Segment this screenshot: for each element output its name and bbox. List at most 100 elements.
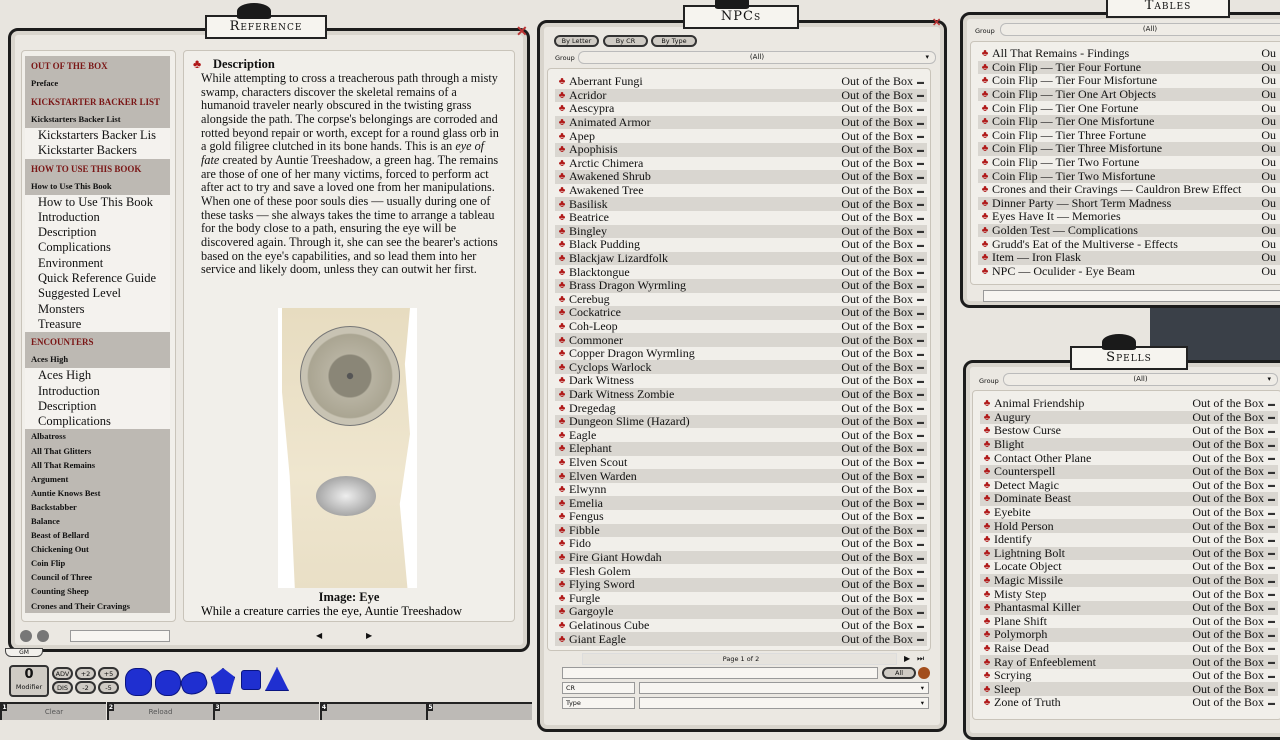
- list-item[interactable]: ♣ Coh-Leop Out of the Box ▬: [555, 319, 927, 334]
- dragon-link-icon[interactable]: ♣: [981, 116, 989, 128]
- dragon-link-icon[interactable]: ♣: [558, 212, 566, 224]
- tab-by-type[interactable]: By Type: [651, 35, 697, 47]
- dragon-link-icon[interactable]: ♣: [558, 402, 566, 414]
- sidebar-item[interactable]: Counting Sheep: [25, 584, 170, 599]
- dragon-link-icon[interactable]: ♣: [983, 629, 991, 641]
- dragon-link-icon[interactable]: ♣: [558, 511, 566, 523]
- book-icon[interactable]: ▬: [1268, 630, 1275, 639]
- dragon-link-icon[interactable]: ♣: [981, 252, 989, 264]
- dragon-link-icon[interactable]: ♣: [983, 670, 991, 682]
- dragon-link-icon[interactable]: ♣: [983, 507, 991, 519]
- book-icon[interactable]: ▬: [1268, 603, 1275, 612]
- list-item[interactable]: ♣ Identify Out of the Box ▬: [980, 532, 1278, 547]
- sidebar-item[interactable]: Kickstarter Backers: [25, 143, 170, 159]
- reference-search-input[interactable]: [70, 630, 170, 642]
- book-icon[interactable]: ▬: [917, 295, 924, 304]
- list-item[interactable]: ♣ Fido Out of the Box ▬: [555, 536, 927, 551]
- dragon-link-icon[interactable]: ♣: [983, 697, 991, 709]
- sidebar-item[interactable]: Quick Reference Guide: [25, 271, 170, 287]
- d8-die[interactable]: [211, 668, 235, 694]
- list-item[interactable]: ♣ Phantasmal Killer Out of the Box ▬: [980, 600, 1278, 615]
- list-item[interactable]: ♣ Awakened Tree Out of the Box ▬: [555, 183, 927, 198]
- dragon-link-icon[interactable]: ♣: [558, 117, 566, 129]
- dragon-link-icon[interactable]: ♣: [981, 211, 989, 223]
- book-icon[interactable]: ▬: [917, 349, 924, 358]
- dragon-link-icon[interactable]: ♣: [558, 361, 566, 373]
- list-item[interactable]: ♣ Emelia Out of the Box ▬: [555, 496, 927, 510]
- list-item[interactable]: ♣ Coin Flip — Tier One Art Objects Ou: [978, 87, 1280, 102]
- modifier-button[interactable]: -2: [75, 681, 96, 694]
- dragon-link-icon[interactable]: ♣: [558, 375, 566, 387]
- book-icon[interactable]: ▬: [917, 91, 924, 100]
- dragon-link-icon[interactable]: ♣: [558, 130, 566, 142]
- book-icon[interactable]: ▬: [1268, 658, 1275, 667]
- group-dropdown[interactable]: (All) ▾: [578, 51, 936, 64]
- sidebar-item[interactable]: Introduction: [25, 209, 170, 226]
- list-item[interactable]: ♣ Sleep Out of the Box ▬: [980, 682, 1278, 697]
- modifier-button[interactable]: DIS: [52, 681, 73, 694]
- list-item[interactable]: ♣ Elven Scout Out of the Box ▬: [555, 455, 927, 470]
- dragon-link-icon[interactable]: ♣: [558, 198, 566, 210]
- list-item[interactable]: ♣ Hold Person Out of the Box ▬: [980, 519, 1278, 533]
- spells-title[interactable]: Spells: [1070, 334, 1188, 370]
- book-icon[interactable]: ▬: [917, 132, 924, 141]
- list-item[interactable]: ♣ Blackjaw Lizardfolk Out of the Box ▬: [555, 251, 927, 266]
- dragon-link-icon[interactable]: ♣: [981, 48, 989, 60]
- dragon-link-icon[interactable]: ♣: [981, 143, 989, 155]
- dragon-link-icon[interactable]: ♣: [558, 225, 566, 237]
- book-icon[interactable]: ▬: [917, 526, 924, 535]
- book-icon[interactable]: ▬: [917, 580, 924, 589]
- gear-icon[interactable]: [20, 630, 32, 642]
- list-item[interactable]: ♣ Beatrice Out of the Box ▬: [555, 210, 927, 225]
- dragon-link-icon[interactable]: ♣: [983, 561, 991, 573]
- book-icon[interactable]: ▬: [1268, 671, 1275, 680]
- list-item[interactable]: ♣ Eagle Out of the Box ▬: [555, 428, 927, 442]
- dragon-link-icon[interactable]: ♣: [983, 588, 991, 600]
- dragon-link-icon[interactable]: ♣: [983, 479, 991, 491]
- book-icon[interactable]: ▬: [917, 594, 924, 603]
- book-icon[interactable]: ▬: [917, 539, 924, 548]
- dragon-link-icon[interactable]: ♣: [558, 307, 566, 319]
- group-dropdown[interactable]: (All): [1000, 23, 1280, 36]
- dragon-link-icon[interactable]: ♣: [558, 293, 566, 305]
- dragon-link-icon[interactable]: ♣: [981, 225, 989, 237]
- dragon-link-icon[interactable]: ♣: [983, 615, 991, 627]
- list-item[interactable]: ♣ Grudd's Eat of the Multiverse - Effects…: [978, 237, 1280, 251]
- list-item[interactable]: ♣ Counterspell Out of the Box ▬: [980, 464, 1278, 479]
- list-item[interactable]: ♣ NPC — Oculider - Eye Beam Ou: [978, 264, 1280, 279]
- book-icon[interactable]: ▬: [917, 363, 924, 372]
- sidebar-item[interactable]: Suggested Level: [25, 286, 170, 302]
- book-icon[interactable]: ▬: [1268, 535, 1275, 544]
- sidebar-item[interactable]: Backstabber: [25, 499, 170, 515]
- d10-die[interactable]: [178, 668, 210, 698]
- dragon-link-icon[interactable]: ♣: [983, 656, 991, 668]
- dragon-link-icon[interactable]: ♣: [558, 620, 566, 632]
- dragon-link-icon[interactable]: ♣: [558, 239, 566, 251]
- sidebar-item[interactable]: Kickstarters Backer List: [25, 110, 170, 128]
- list-item[interactable]: ♣ Elwynn Out of the Box ▬: [555, 482, 927, 497]
- list-item[interactable]: ♣ Zone of Truth Out of the Box ▬: [980, 695, 1278, 710]
- close-icon[interactable]: ✕: [932, 16, 942, 29]
- dragon-link-icon[interactable]: ♣: [983, 398, 991, 410]
- book-icon[interactable]: ▬: [917, 336, 924, 345]
- list-item[interactable]: ♣ Fengus Out of the Box ▬: [555, 509, 927, 524]
- dragon-link-icon[interactable]: ♣: [558, 185, 566, 197]
- list-item[interactable]: ♣ Commoner Out of the Box ▬: [555, 333, 927, 347]
- list-item[interactable]: ♣ Aescypra Out of the Box ▬: [555, 101, 927, 116]
- dragon-link-icon[interactable]: ♣: [981, 75, 989, 87]
- book-icon[interactable]: ▬: [917, 227, 924, 236]
- list-item[interactable]: ♣ Cerebug Out of the Box ▬: [555, 292, 927, 307]
- list-item[interactable]: ♣ Raise Dead Out of the Box ▬: [980, 641, 1278, 656]
- modifier-button[interactable]: -5: [98, 681, 119, 694]
- book-icon[interactable]: ▬: [1268, 426, 1275, 435]
- settings-icon[interactable]: [37, 630, 49, 642]
- dragon-link-icon[interactable]: ♣: [558, 103, 566, 115]
- dragon-link-icon[interactable]: ♣: [983, 520, 991, 532]
- group-dropdown[interactable]: (All) ▾: [1003, 373, 1278, 386]
- d4-die[interactable]: [265, 667, 289, 691]
- cr-filter-dropdown[interactable]: ▾: [639, 682, 929, 694]
- book-icon[interactable]: ▬: [1268, 698, 1275, 707]
- list-item[interactable]: ♣ Apophisis Out of the Box ▬: [555, 142, 927, 157]
- dragon-link-icon[interactable]: ♣: [558, 497, 566, 509]
- dragon-link-icon[interactable]: ♣: [981, 102, 989, 114]
